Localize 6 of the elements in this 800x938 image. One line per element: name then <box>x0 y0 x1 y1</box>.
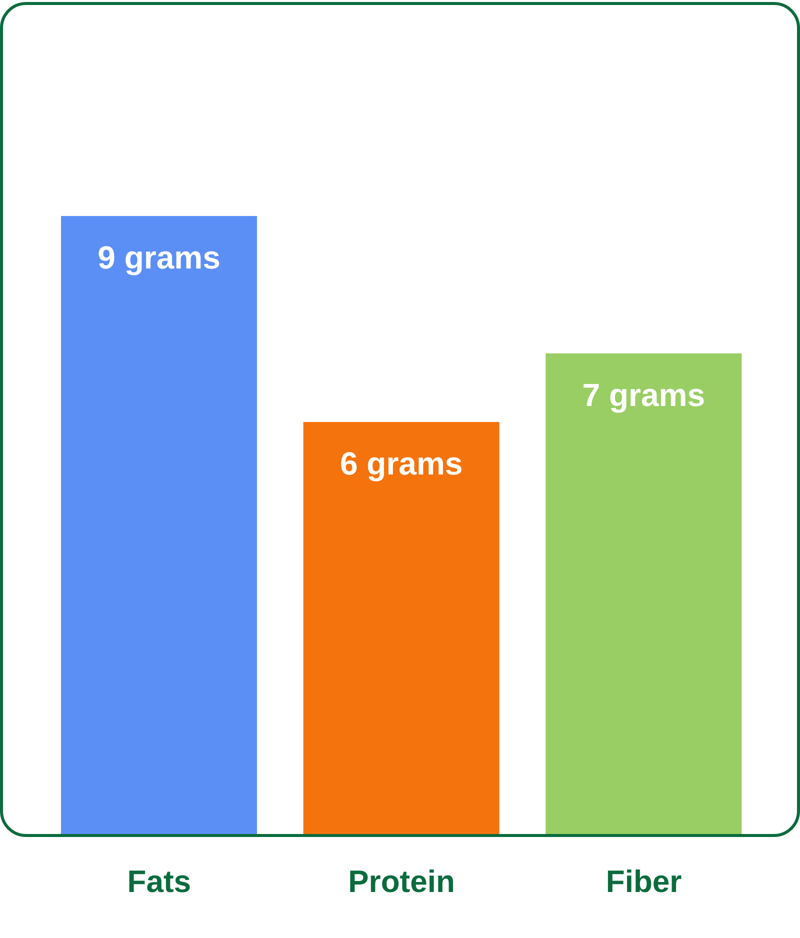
x-tick-label: Protein <box>348 864 455 900</box>
x-tick-label: Fiber <box>606 864 682 900</box>
data-label: 6 grams <box>340 446 463 482</box>
data-label: 9 grams <box>98 240 220 276</box>
x-tick-label: Fats <box>127 864 192 900</box>
data-label: 7 grams <box>582 377 706 414</box>
